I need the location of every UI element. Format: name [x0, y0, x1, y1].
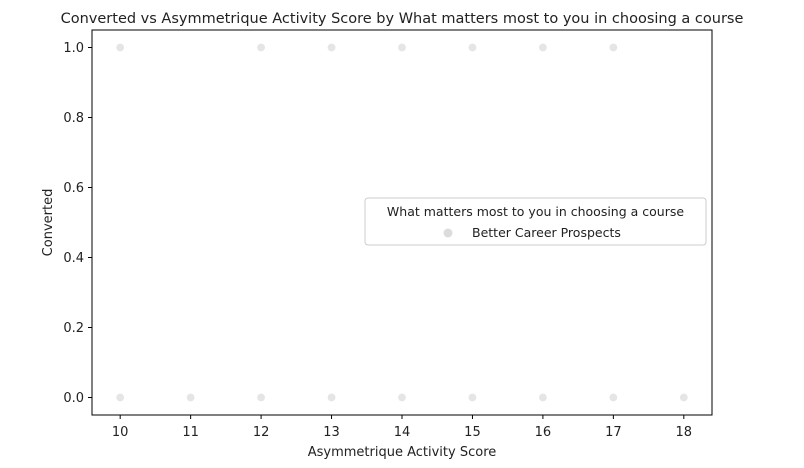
x-tick-label: 14 — [394, 425, 411, 440]
y-tick-label: 0.8 — [63, 111, 84, 126]
y-axis: 0.0 0.2 0.4 0.6 0.8 1.0 — [63, 41, 92, 406]
data-point — [397, 392, 407, 402]
x-tick-label: 10 — [112, 425, 129, 440]
y-axis-label: Converted — [41, 189, 56, 257]
chart-title: Converted vs Asymmetrique Activity Score… — [61, 11, 744, 27]
data-point — [608, 42, 618, 52]
data-point — [467, 392, 477, 402]
legend-title: What matters most to you in choosing a c… — [387, 204, 684, 219]
x-tick-label: 17 — [605, 425, 622, 440]
y-tick-label: 0.0 — [63, 391, 84, 406]
legend: What matters most to you in choosing a c… — [364, 197, 707, 246]
x-tick-label: 16 — [535, 425, 552, 440]
x-tick-label: 13 — [323, 425, 340, 440]
x-tick-label: 15 — [464, 425, 481, 440]
x-tick-label: 18 — [676, 425, 693, 440]
legend-entry-label: Better Career Prospects — [472, 225, 621, 240]
x-tick-label: 12 — [253, 425, 270, 440]
data-point — [538, 42, 548, 52]
x-axis: 10 11 12 13 14 15 16 17 18 — [112, 415, 692, 440]
data-point — [186, 392, 196, 402]
y-tick-label: 0.4 — [63, 251, 84, 266]
data-point — [115, 42, 125, 52]
data-point — [608, 392, 618, 402]
x-tick-label: 11 — [182, 425, 199, 440]
data-point — [538, 392, 548, 402]
data-point — [327, 392, 337, 402]
y-tick-label: 0.2 — [63, 321, 84, 336]
data-point — [467, 42, 477, 52]
data-point — [256, 392, 266, 402]
legend-marker — [443, 228, 453, 238]
data-point — [679, 392, 689, 402]
y-tick-label: 0.6 — [63, 181, 84, 196]
y-tick-label: 1.0 — [63, 41, 84, 56]
data-point — [397, 42, 407, 52]
x-axis-label: Asymmetrique Activity Score — [308, 445, 497, 460]
points-layer — [115, 42, 689, 402]
data-point — [327, 42, 337, 52]
data-point — [115, 392, 125, 402]
data-point — [256, 42, 266, 52]
